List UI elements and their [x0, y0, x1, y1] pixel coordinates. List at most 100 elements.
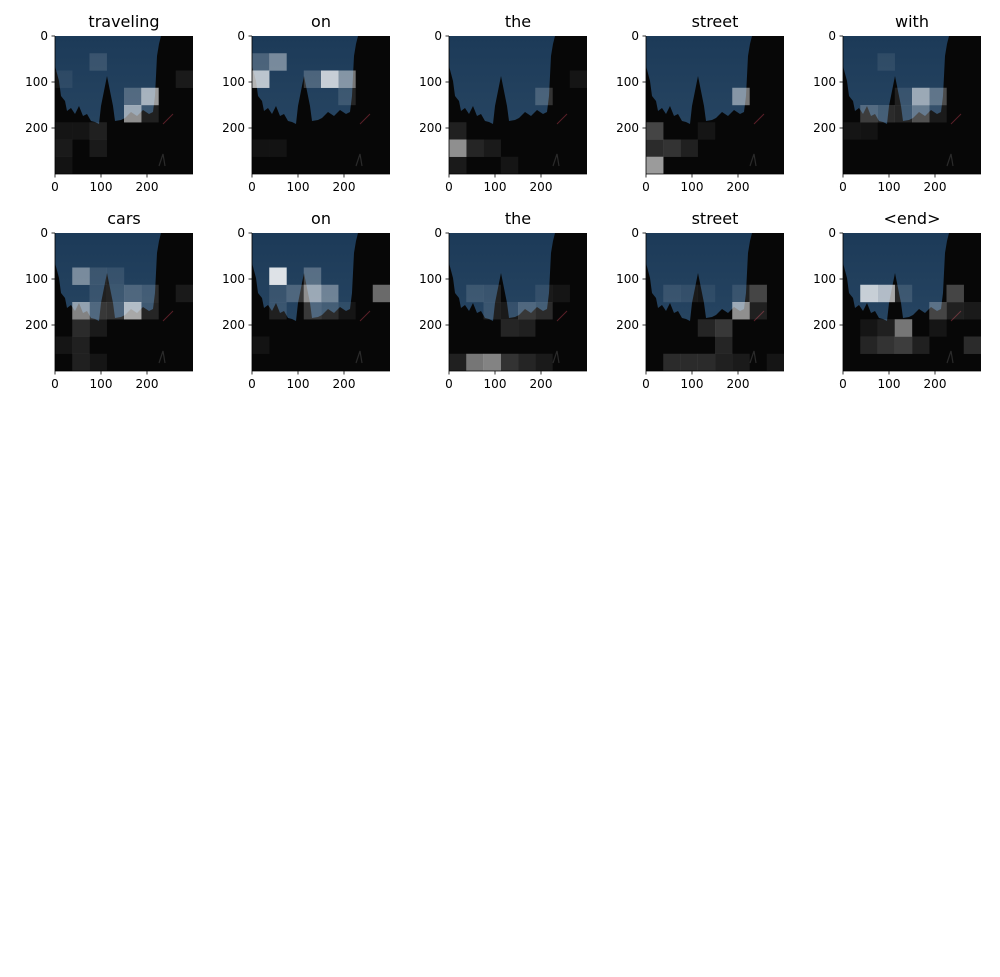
- y-tick-label: 100: [419, 272, 442, 286]
- attention-cell: [55, 156, 73, 175]
- attention-cell: [715, 353, 733, 372]
- attention-cell: [569, 70, 588, 88]
- attention-cell: [518, 302, 536, 320]
- attention-cell: [912, 336, 930, 354]
- x-tick-label: 0: [445, 180, 453, 194]
- attention-cell: [732, 353, 750, 372]
- y-tick-label: 100: [616, 75, 639, 89]
- attention-cell: [466, 284, 484, 303]
- attention-cell: [929, 302, 947, 320]
- x-tick-label: 0: [248, 377, 256, 391]
- y-tick-label: 200: [616, 318, 639, 332]
- panel-title: on: [311, 12, 331, 31]
- x-tick-label: 200: [727, 377, 750, 391]
- attention-cell: [252, 53, 270, 71]
- y-tick-label: 0: [828, 226, 836, 240]
- panel-title: the: [505, 209, 531, 228]
- attention-cell: [483, 284, 501, 303]
- y-tick-label: 100: [25, 75, 48, 89]
- attention-cell: [749, 284, 767, 303]
- attention-cell: [535, 353, 553, 372]
- attention-cell: [946, 284, 964, 303]
- panel-title: <end>: [884, 209, 941, 228]
- attention-cell: [646, 122, 664, 140]
- x-tick-label: 200: [924, 377, 947, 391]
- attention-cell: [860, 105, 878, 123]
- attention-cell: [55, 122, 73, 140]
- attention-cell: [55, 70, 73, 88]
- attention-cell: [303, 267, 322, 285]
- attention-cell: [535, 87, 553, 106]
- attention-cell: [860, 122, 878, 140]
- y-tick-label: 100: [222, 75, 245, 89]
- attention-cell: [732, 302, 750, 320]
- attention-cell: [449, 139, 467, 157]
- x-tick-label: 100: [484, 180, 507, 194]
- x-tick-label: 0: [642, 377, 650, 391]
- attention-cell: [72, 302, 90, 320]
- x-tick-label: 100: [90, 180, 113, 194]
- attention-cell: [732, 284, 750, 303]
- attention-cell: [894, 319, 913, 337]
- panel-title: the: [505, 12, 531, 31]
- panel: <end> 0 100 200 0 100 200: [813, 209, 982, 391]
- attention-cell: [466, 353, 484, 372]
- panel-title: street: [692, 209, 739, 228]
- attention-cell: [680, 353, 698, 372]
- attention-cell: [338, 70, 356, 88]
- y-tick-label: 200: [25, 121, 48, 135]
- panel: cars 0 100 200 0 100 200: [25, 209, 194, 391]
- x-tick-label: 100: [287, 180, 310, 194]
- x-tick-label: 100: [878, 377, 901, 391]
- y-tick-label: 0: [40, 226, 48, 240]
- attention-cell: [89, 353, 107, 372]
- attention-cell: [89, 139, 107, 157]
- attention-cell: [321, 302, 339, 320]
- panel-title: traveling: [88, 12, 159, 31]
- attention-cell: [929, 319, 947, 337]
- y-tick-label: 0: [434, 29, 442, 43]
- attention-cell: [963, 336, 982, 354]
- attention-cell: [500, 156, 519, 175]
- attention-cell: [466, 139, 484, 157]
- attention-cell: [449, 122, 467, 140]
- y-tick-label: 0: [237, 29, 245, 43]
- x-tick-label: 100: [484, 377, 507, 391]
- attention-cell: [449, 156, 467, 175]
- attention-cell: [303, 284, 322, 303]
- attention-cell: [72, 267, 90, 285]
- x-tick-label: 100: [287, 377, 310, 391]
- y-tick-label: 200: [419, 318, 442, 332]
- x-tick-label: 200: [530, 180, 553, 194]
- y-tick-label: 100: [813, 75, 836, 89]
- attention-cell: [929, 87, 947, 106]
- attention-cell: [860, 284, 878, 303]
- attention-cell: [912, 105, 930, 123]
- y-tick-label: 200: [222, 121, 245, 135]
- attention-cell: [500, 319, 519, 337]
- attention-cell: [749, 302, 767, 320]
- attention-cell: [483, 139, 501, 157]
- y-tick-label: 200: [813, 318, 836, 332]
- attention-cell: [680, 284, 698, 303]
- x-tick-label: 0: [51, 377, 59, 391]
- attention-cell: [89, 122, 107, 140]
- attention-cell: [715, 319, 733, 337]
- attention-cell: [877, 336, 895, 354]
- attention-cell: [55, 336, 73, 354]
- y-tick-label: 0: [40, 29, 48, 43]
- attention-cell: [646, 156, 664, 175]
- attention-cell: [715, 336, 733, 354]
- attention-cell: [124, 284, 142, 303]
- x-tick-label: 0: [248, 180, 256, 194]
- attention-cell: [663, 139, 681, 157]
- panel: on 0 100 200 0 100 200: [222, 209, 391, 391]
- attention-cell: [697, 122, 716, 140]
- attention-cell: [72, 336, 90, 354]
- y-tick-label: 0: [828, 29, 836, 43]
- x-tick-label: 200: [136, 377, 159, 391]
- attention-cell: [321, 70, 339, 88]
- x-tick-label: 100: [681, 180, 704, 194]
- x-tick-label: 0: [839, 180, 847, 194]
